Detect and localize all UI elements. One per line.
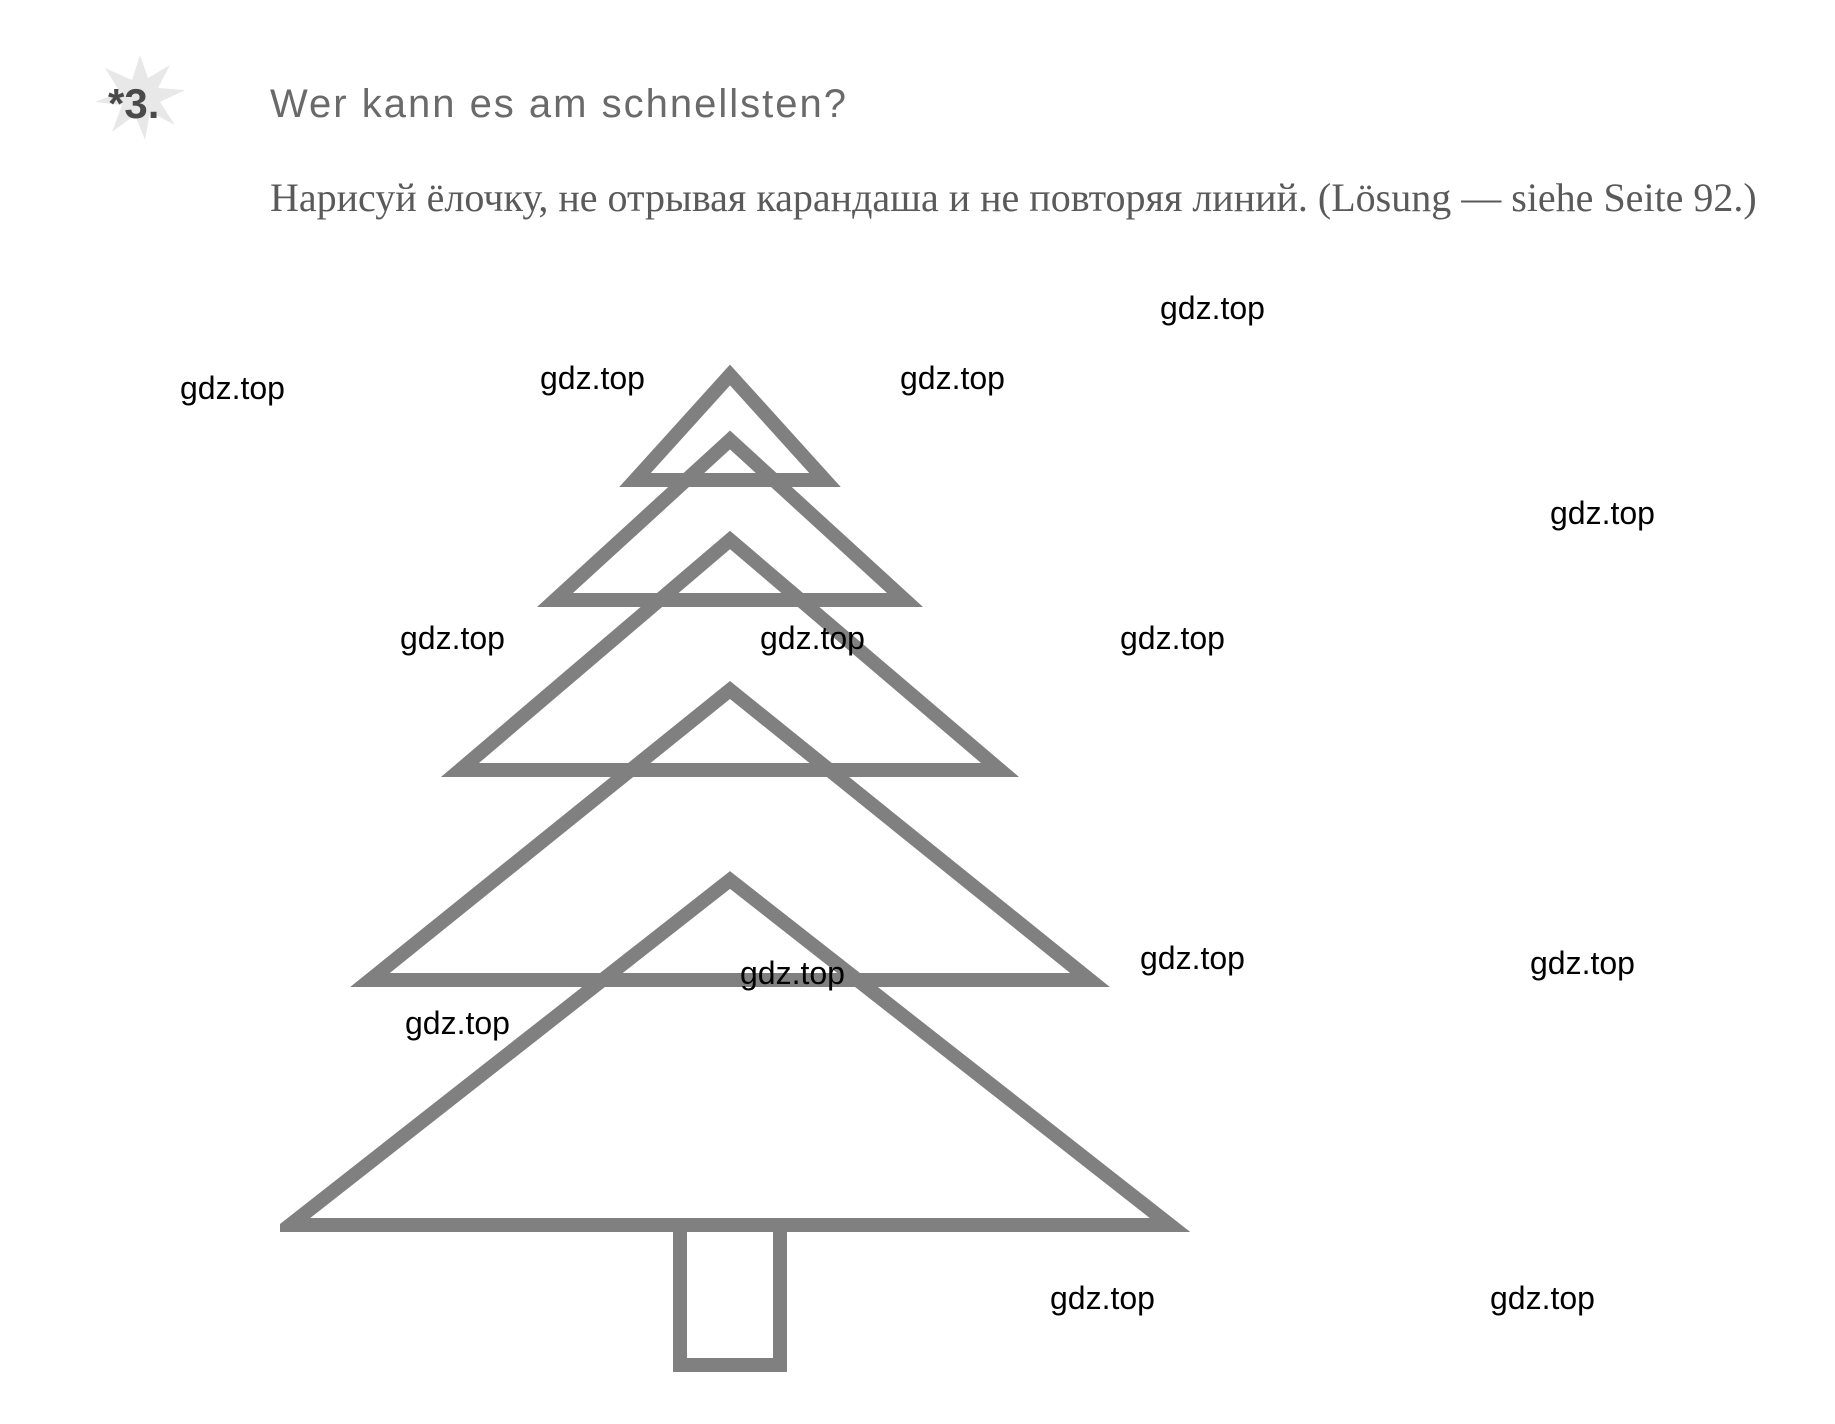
tree-tier — [370, 690, 1090, 980]
exercise-number: *3. — [108, 80, 159, 128]
watermark-text: gdz.top — [740, 955, 845, 992]
watermark-text: gdz.top — [1550, 495, 1655, 532]
watermark-text: gdz.top — [1530, 945, 1635, 982]
tree-tier — [555, 440, 905, 600]
exercise-title: Wer kann es am schnellsten? — [270, 82, 848, 127]
watermark-text: gdz.top — [760, 620, 865, 657]
watermark-text: gdz.top — [400, 620, 505, 657]
tree-trunk — [680, 1225, 780, 1365]
watermark-text: gdz.top — [180, 370, 285, 407]
watermark-text: gdz.top — [1490, 1280, 1595, 1317]
watermark-text: gdz.top — [1120, 620, 1225, 657]
tree-diagram — [280, 340, 1200, 1375]
tree-tier — [460, 540, 1000, 770]
watermark-text: gdz.top — [1050, 1280, 1155, 1317]
watermark-text: gdz.top — [1160, 290, 1265, 327]
watermark-text: gdz.top — [900, 360, 1005, 397]
watermark-text: gdz.top — [1140, 940, 1245, 977]
watermark-text: gdz.top — [405, 1005, 510, 1042]
tree-tier — [635, 375, 825, 480]
page-container: *3. Wer kann es am schnellsten? Нарисуй … — [60, 30, 1775, 1394]
watermark-text: gdz.top — [540, 360, 645, 397]
exercise-instruction: Нарисуй ёлочку, не отрывая карандаша и н… — [270, 170, 1790, 226]
